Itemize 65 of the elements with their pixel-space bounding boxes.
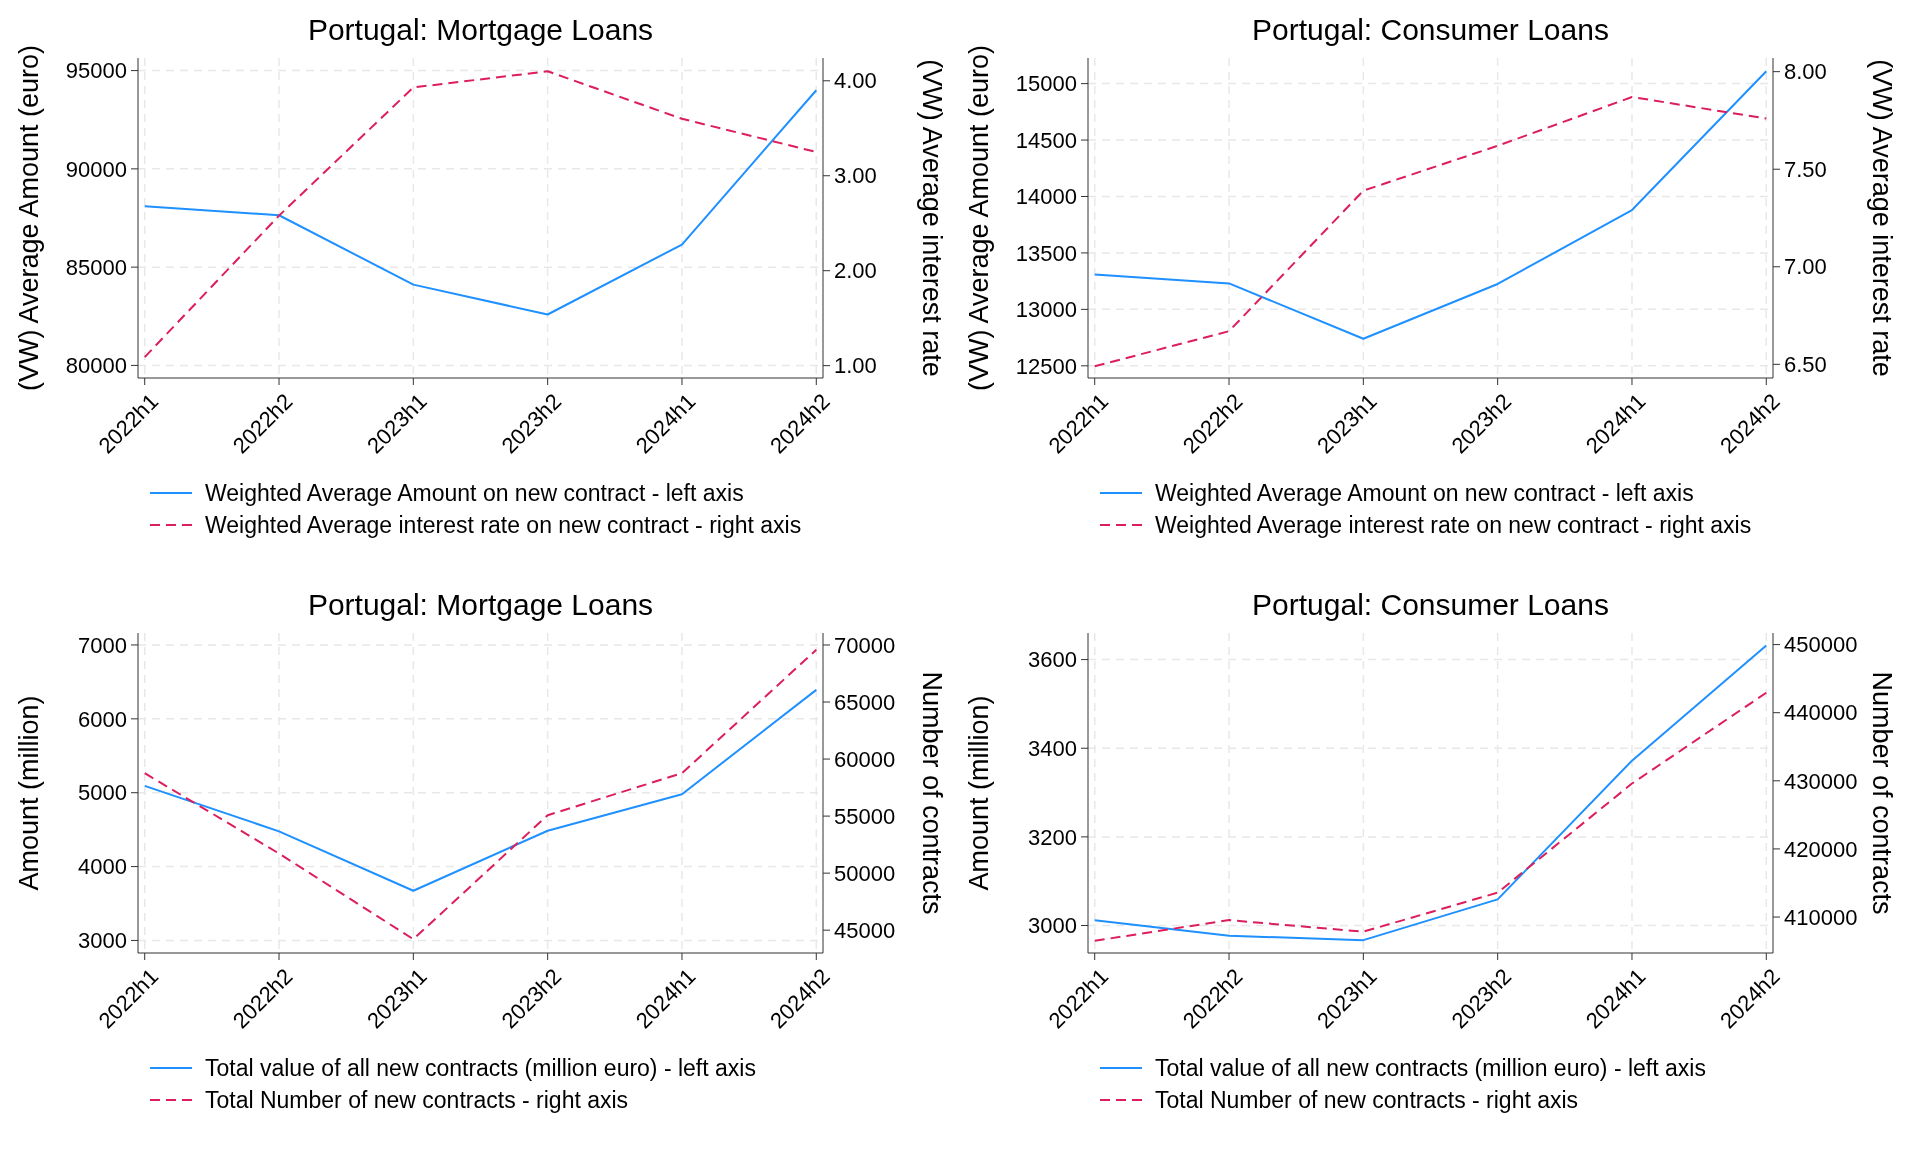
y-tick-label: 3000 — [78, 928, 127, 954]
y2-tick-label: 4.00 — [834, 68, 877, 94]
y2-tick-label: 7.50 — [1784, 156, 1827, 182]
y2-tick-label: 450000 — [1784, 632, 1858, 658]
legend-label: Total value of all new contracts (million euro) - left axis — [205, 1055, 756, 1082]
y-tick-label: 13000 — [1015, 297, 1077, 323]
y2-tick-label: 65000 — [834, 689, 896, 715]
y2-tick-label: 1.00 — [834, 353, 877, 379]
y2-tick-label: 50000 — [834, 860, 896, 886]
y-tick-label: 14500 — [1015, 127, 1077, 153]
y2-axis-title: (VW) Average interest rate — [917, 59, 947, 377]
y2-tick-label: 430000 — [1784, 768, 1858, 794]
y-tick-label: 12500 — [1015, 353, 1077, 379]
line-series — [1093, 691, 1768, 942]
chart-title: Portugal: Consumer Loans — [1252, 588, 1609, 621]
y2-tick-label: 7.00 — [1784, 254, 1827, 280]
y-axis-title: (VW) Average Amount (euro) — [14, 44, 44, 392]
y-axis-title: Amount (million) — [964, 695, 994, 891]
legend-label: Total Number of new contracts - right axis — [205, 1087, 629, 1114]
line-series — [143, 688, 818, 892]
y2-tick-label: 45000 — [834, 917, 896, 943]
legend-label: Weighted Average Amount on new contract - left axis — [1155, 480, 1694, 507]
y2-tick-label: 420000 — [1784, 836, 1858, 862]
y-axis-title: (VW) Average Amount (euro) — [964, 44, 994, 392]
y-tick-label: 90000 — [65, 156, 127, 182]
y2-tick-label: 60000 — [834, 746, 896, 772]
y2-tick-label: 8.00 — [1784, 59, 1827, 85]
legend-label: Weighted Average interest rate on new contract - right axis — [205, 512, 802, 539]
y-tick-label: 95000 — [65, 58, 127, 84]
y2-tick-label: 2.00 — [834, 258, 877, 284]
chart-title: Portugal: Mortgage Loans — [307, 13, 654, 46]
y2-tick-label: 410000 — [1784, 904, 1858, 930]
legend-label: Total Number of new contracts - right axis — [1155, 1087, 1579, 1114]
y-axis-title: Amount (million) — [14, 695, 44, 891]
legend-label: Weighted Average interest rate on new contract - right axis — [1155, 512, 1752, 539]
y-tick-label: 15000 — [1015, 71, 1077, 97]
y-tick-label: 3600 — [1028, 647, 1077, 673]
line-series — [1093, 96, 1768, 368]
y2-tick-label: 6.50 — [1784, 352, 1827, 378]
y-tick-label: 85000 — [65, 254, 127, 280]
line-series — [143, 648, 818, 941]
y-tick-label: 4000 — [78, 854, 127, 880]
chart-title: Portugal: Consumer Loans — [1252, 13, 1609, 46]
y2-axis-title: (VW) Average interest rate — [1867, 59, 1897, 377]
line-series — [143, 89, 818, 316]
y-tick-label: 3400 — [1028, 735, 1077, 761]
line-series — [1093, 70, 1768, 340]
y2-axis-title: Number of contracts — [917, 671, 947, 915]
y-tick-label: 6000 — [78, 706, 127, 732]
chart-title: Portugal: Mortgage Loans — [307, 588, 654, 621]
y2-tick-label: 3.00 — [834, 163, 877, 189]
y-tick-label: 13500 — [1015, 240, 1077, 266]
y-tick-label: 80000 — [65, 353, 127, 379]
y-tick-label: 5000 — [78, 780, 127, 806]
y2-tick-label: 440000 — [1784, 700, 1858, 726]
y-tick-label: 3200 — [1028, 824, 1077, 850]
y-tick-label: 7000 — [78, 632, 127, 658]
y2-tick-label: 70000 — [834, 632, 896, 658]
legend-label: Weighted Average Amount on new contract - left axis — [205, 480, 744, 507]
y-tick-label: 3000 — [1028, 913, 1077, 939]
y2-axis-title: Number of contracts — [1867, 671, 1897, 915]
y2-tick-label: 55000 — [834, 803, 896, 829]
line-series — [1093, 644, 1768, 942]
y-tick-label: 14000 — [1015, 184, 1077, 210]
legend-label: Total value of all new contracts (million euro) - left axis — [1155, 1055, 1706, 1082]
